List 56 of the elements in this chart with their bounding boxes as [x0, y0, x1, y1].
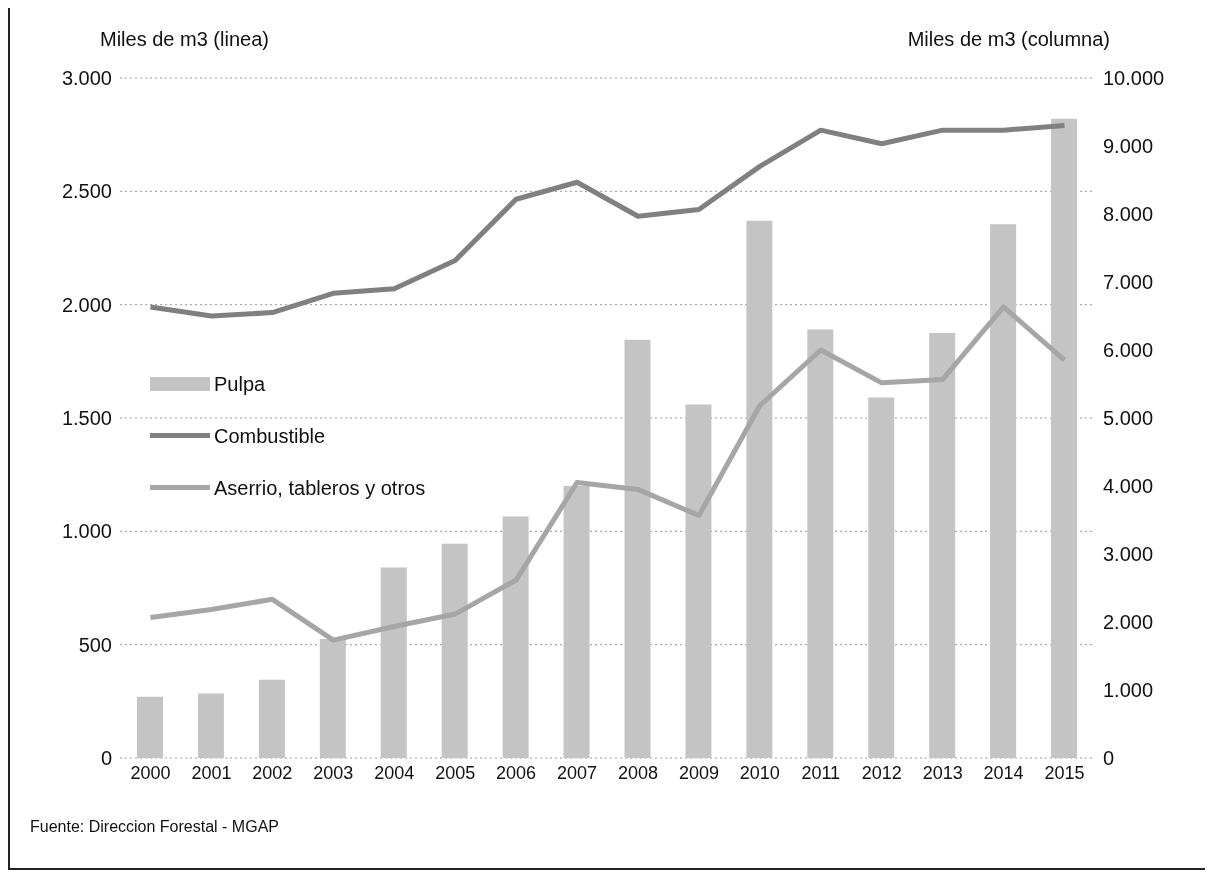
bar	[868, 397, 895, 758]
x-tick-label: 2004	[374, 762, 415, 783]
y-tick-label: 0	[100, 747, 112, 770]
y2-tick-label: 8.000	[1103, 203, 1154, 226]
x-tick-label: 2011	[801, 762, 841, 783]
x-tick-label: 2002	[252, 762, 293, 783]
bar	[319, 639, 346, 758]
bar	[807, 329, 834, 758]
x-tick-label: 2009	[678, 762, 719, 783]
legend-label: Aserrio, tableros y otros	[214, 476, 426, 500]
bar	[990, 224, 1017, 758]
y-tick-label: 2.000	[61, 293, 112, 316]
y-tick-label: 3.000	[61, 67, 112, 90]
y2-tick-label: 6.000	[1103, 339, 1154, 362]
x-tick-label: 2003	[313, 762, 354, 783]
bar	[502, 516, 529, 758]
y-tick-label: 1.500	[61, 407, 112, 430]
x-tick-label: 2001	[191, 762, 232, 783]
bar	[929, 333, 956, 758]
bar	[258, 679, 285, 758]
x-tick-label: 2014	[983, 762, 1024, 783]
bar	[137, 696, 163, 758]
x-tick-label: 2008	[617, 762, 658, 783]
legend-label: Pulpa	[214, 372, 266, 396]
y2-tick-label: 2.000	[1103, 611, 1154, 634]
x-tick-label: 2000	[130, 762, 171, 783]
y2-tick-label: 7.000	[1103, 271, 1154, 294]
bar	[624, 339, 651, 758]
y2-tick-label: 5.000	[1103, 407, 1154, 430]
bar	[1051, 118, 1078, 758]
y2-tick-label: 1.000	[1103, 679, 1154, 702]
x-tick-label: 2013	[922, 762, 963, 783]
bar	[197, 693, 224, 758]
y-tick-label: 500	[78, 633, 112, 656]
bar	[441, 543, 468, 758]
bar	[563, 486, 590, 758]
y-tick-label: 2.500	[61, 180, 112, 203]
source-note: Fuente: Direccion Forestal - MGAP	[30, 818, 279, 836]
y2-tick-label: 9.000	[1103, 135, 1154, 158]
y2-axis-title: Miles de m3 (columna)	[907, 28, 1110, 51]
x-tick-label: 2015	[1044, 762, 1085, 783]
x-tick-label: 2007	[557, 762, 598, 783]
bar	[685, 404, 712, 758]
y2-tick-label: 0	[1103, 747, 1115, 770]
x-tick-label: 2005	[435, 762, 476, 783]
bar	[746, 220, 773, 758]
bar	[380, 567, 407, 758]
y2-tick-label: 3.000	[1103, 543, 1154, 566]
y2-tick-label: 10.000	[1103, 67, 1165, 90]
legend-label: Combustible	[214, 424, 326, 448]
y-axis-title: Miles de m3 (linea)	[100, 28, 269, 51]
x-tick-label: 2012	[861, 762, 902, 783]
x-tick-label: 2010	[739, 762, 780, 783]
y2-tick-label: 4.000	[1103, 475, 1154, 498]
y-tick-label: 1.000	[61, 520, 112, 543]
x-tick-label: 2006	[496, 762, 537, 783]
